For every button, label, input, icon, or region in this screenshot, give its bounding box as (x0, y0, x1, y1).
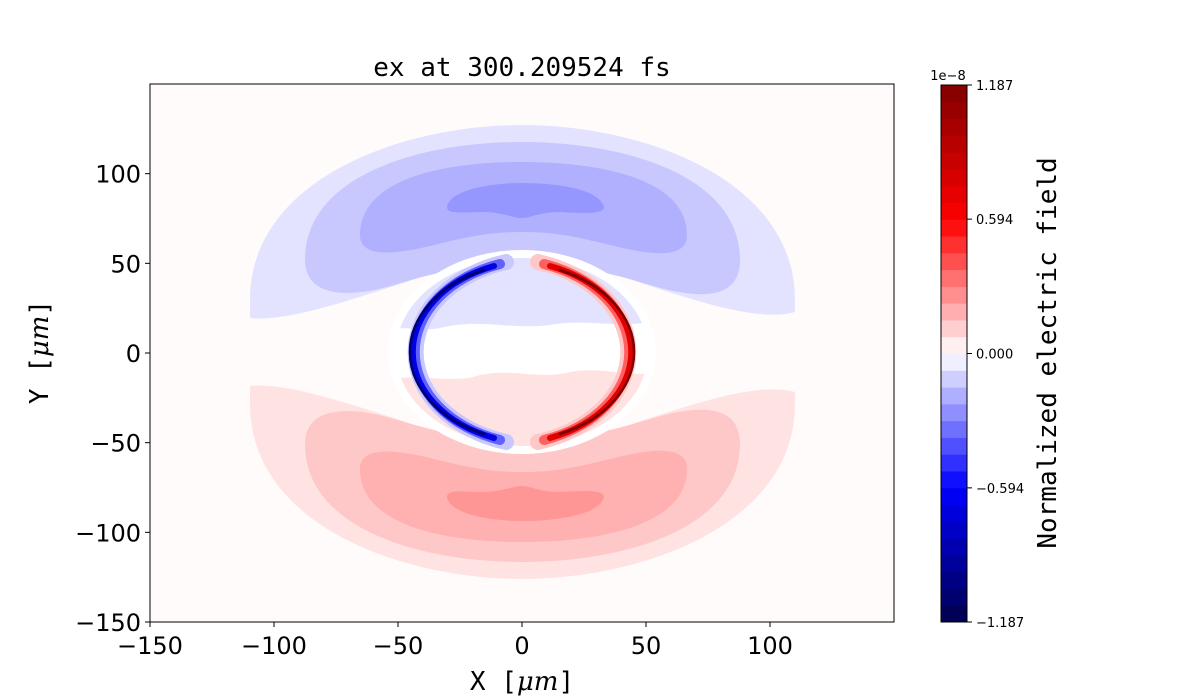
lower-lobe (250, 385, 795, 579)
colorbar-level (941, 470, 967, 489)
y-axis-label-unit: μm (25, 316, 55, 358)
colorbar-level (941, 85, 967, 103)
x-tick-label: −150 (117, 632, 183, 660)
colorbar-level (941, 135, 967, 153)
x-axis-label-unit: μm (517, 667, 559, 697)
colorbar-level (941, 588, 967, 606)
colorbar-level (941, 236, 967, 254)
colorbar-tick-label: 0.594 (976, 213, 1013, 228)
colorbar-level (941, 319, 967, 338)
x-axis: −150 −100 −50 0 50 100 (117, 622, 793, 660)
colorbar-level (941, 454, 967, 472)
colorbar-level (941, 168, 967, 187)
x-axis-label-suffix: ] (558, 667, 574, 697)
colorbar-level (941, 420, 967, 438)
ring-right (530, 254, 637, 450)
y-axis-label-prefix: Y [ (25, 357, 55, 404)
colorbar-level (941, 403, 967, 422)
colorbar-tick-label: 1.187 (976, 79, 1013, 94)
colorbar-offset-text: 1e−8 (930, 69, 965, 84)
y-tick-label: −50 (90, 430, 141, 458)
y-axis-label-suffix: ] (25, 300, 55, 316)
colorbar-ticks: −1.187 −0.594 0.000 0.594 1.187 (967, 79, 1024, 631)
colorbar-level (941, 336, 967, 354)
heatmap-area (150, 84, 894, 622)
chart-title: ex at 300.209524 fs (373, 53, 670, 83)
upper-lobe (250, 125, 795, 319)
contour-band-neg4 (447, 183, 604, 218)
colorbar-tick-label: 0.000 (976, 348, 1013, 363)
contour-band-pos4 (447, 486, 604, 521)
colorbar-level (941, 521, 967, 539)
colorbar-level (941, 101, 967, 120)
colorbar-level (941, 185, 967, 203)
y-axis-label: Y [μm] (25, 300, 55, 404)
ring-left-core (408, 268, 486, 436)
colorbar-level (941, 152, 967, 170)
y-tick-label: −150 (75, 609, 141, 637)
y-tick-label: −100 (75, 519, 141, 547)
colorbar-level (941, 437, 967, 455)
colorbar-level (941, 487, 967, 506)
colorbar-label: Normalized electric field (1033, 157, 1063, 548)
x-axis-label: X [μm] (470, 667, 574, 697)
x-axis-label-prefix: X [ (470, 667, 517, 697)
colorbar-level (941, 202, 967, 220)
colorbar-level (941, 353, 967, 371)
ring-right-core (558, 268, 636, 436)
y-tick-label: 50 (110, 250, 141, 278)
x-tick-label: −50 (373, 632, 424, 660)
colorbar-level (941, 370, 967, 388)
ring-left (407, 254, 514, 450)
y-tick-label: 0 (126, 340, 141, 368)
y-tick-label: 100 (95, 161, 141, 189)
colorbar-level (941, 118, 967, 136)
colorbar (941, 85, 967, 623)
colorbar-tick-label: −0.594 (976, 482, 1024, 497)
x-tick-label: 50 (631, 632, 662, 660)
colorbar-level (941, 504, 967, 522)
colorbar-tick-label: −1.187 (976, 616, 1024, 631)
y-axis: −150 −100 −50 0 50 100 (75, 161, 150, 637)
colorbar-level (941, 554, 967, 573)
colorbar-level (941, 571, 967, 589)
colorbar-level (941, 538, 967, 556)
colorbar-level (941, 252, 967, 271)
colorbar-level (941, 605, 967, 623)
colorbar-level (941, 219, 967, 237)
x-tick-label: −100 (241, 632, 307, 660)
colorbar-level (941, 269, 967, 287)
colorbar-level (941, 286, 967, 304)
colorbar-level (941, 387, 967, 405)
x-tick-label: 0 (514, 632, 529, 660)
x-tick-label: 100 (747, 632, 793, 660)
colorbar-level (941, 303, 967, 321)
